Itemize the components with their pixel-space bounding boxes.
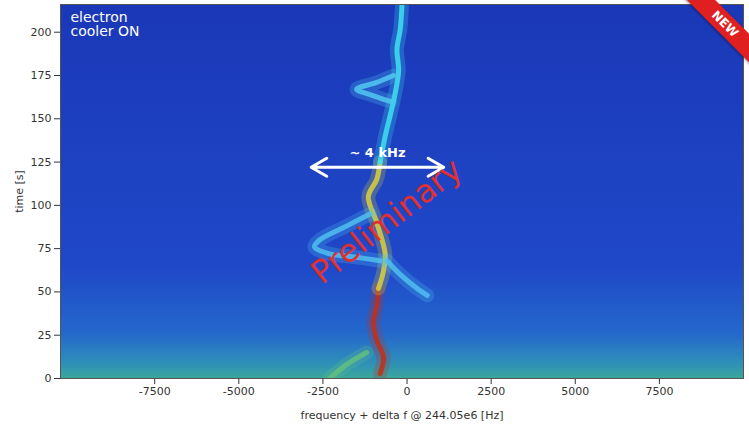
- svg-text:0: 0: [404, 385, 411, 398]
- svg-text:-5000: -5000: [223, 385, 255, 398]
- svg-text:125: 125: [31, 156, 52, 169]
- svg-text:5000: 5000: [561, 385, 589, 398]
- svg-text:-7500: -7500: [139, 385, 171, 398]
- svg-text:2500: 2500: [477, 385, 505, 398]
- svg-text:~ 4 kHz: ~ 4 kHz: [349, 145, 405, 160]
- svg-text:75: 75: [38, 242, 52, 255]
- svg-text:0: 0: [45, 372, 52, 385]
- svg-text:Preliminary: Preliminary: [304, 150, 470, 291]
- svg-text:7500: 7500: [645, 385, 673, 398]
- svg-text:200: 200: [31, 26, 52, 39]
- html-text:NEW: NEW: [708, 7, 742, 41]
- svg-text:time [s]: time [s]: [13, 170, 26, 213]
- svg-text:-2500: -2500: [307, 385, 339, 398]
- svg-text:175: 175: [31, 69, 52, 82]
- svg-text:25: 25: [38, 329, 52, 342]
- svg-text:frequency + delta f @ 244.05e6: frequency + delta f @ 244.05e6 [Hz]: [301, 409, 504, 422]
- svg-text:100: 100: [31, 199, 52, 212]
- svg-text:50: 50: [38, 285, 52, 298]
- svg-text:150: 150: [31, 112, 52, 125]
- svg-text:electroncooler ON: electroncooler ON: [71, 9, 140, 39]
